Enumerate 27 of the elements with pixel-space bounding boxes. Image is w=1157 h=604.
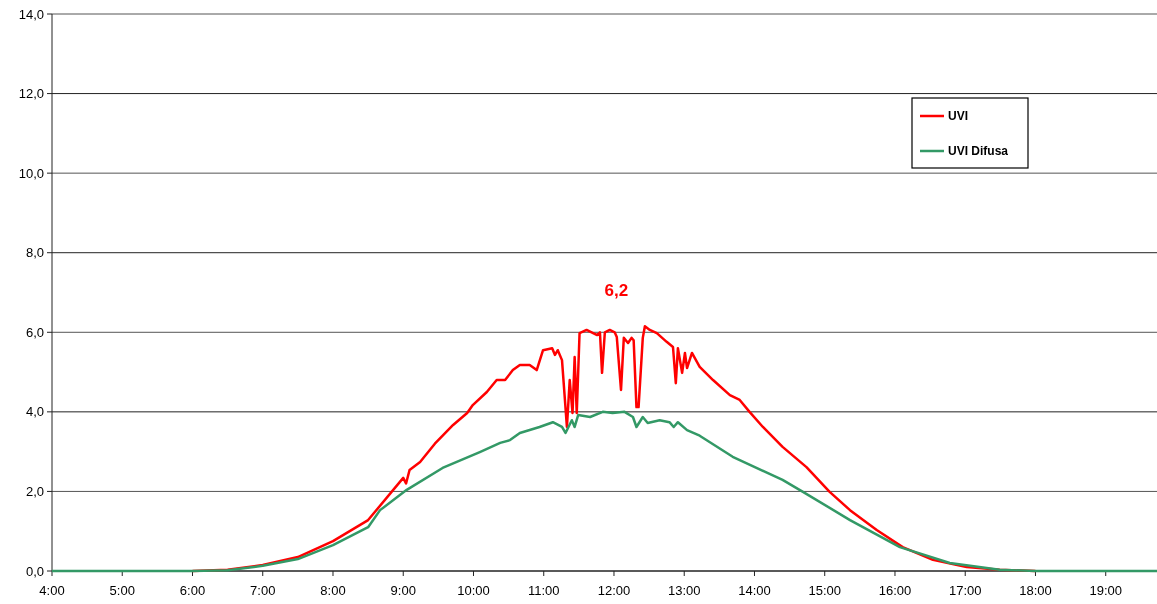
x-tick-label: 15:00 [808,583,841,598]
y-tick-label: 10,0 [18,165,44,181]
x-tick-label: 13:00 [667,583,701,598]
x-tick-label: 9:00 [390,583,416,598]
x-tick-label: 19:00 [1089,583,1122,598]
x-tick-label: 7:00 [250,583,276,598]
x-tick-label: 6:00 [179,583,206,598]
x-tick-label: 11:00 [527,583,560,598]
x-tick-label: 8:00 [320,583,346,598]
x-tick-label: 10:00 [457,583,490,598]
x-tick-label: 17:00 [948,583,982,598]
y-tick-label: 4,0 [25,404,44,420]
legend-label: UVI Difusa [948,144,1009,159]
legend-label: UVI [948,109,969,124]
x-tick-label: 14:00 [738,583,771,598]
x-tick-label: 4:00 [39,583,65,598]
annotation: 6,2 [604,281,629,301]
x-tick-label: 18:00 [1019,583,1052,598]
x-tick-label: 12:00 [597,583,631,598]
x-tick-label: 5:00 [109,583,135,598]
y-tick-label: 0,0 [25,563,44,579]
y-tick-label: 6,0 [25,324,44,340]
x-tick-label: 16:00 [878,583,912,598]
y-tick-label: 14,0 [18,6,44,22]
y-tick-label: 12,0 [18,86,44,102]
y-tick-label: 8,0 [25,245,44,261]
y-tick-label: 2,0 [25,483,44,499]
